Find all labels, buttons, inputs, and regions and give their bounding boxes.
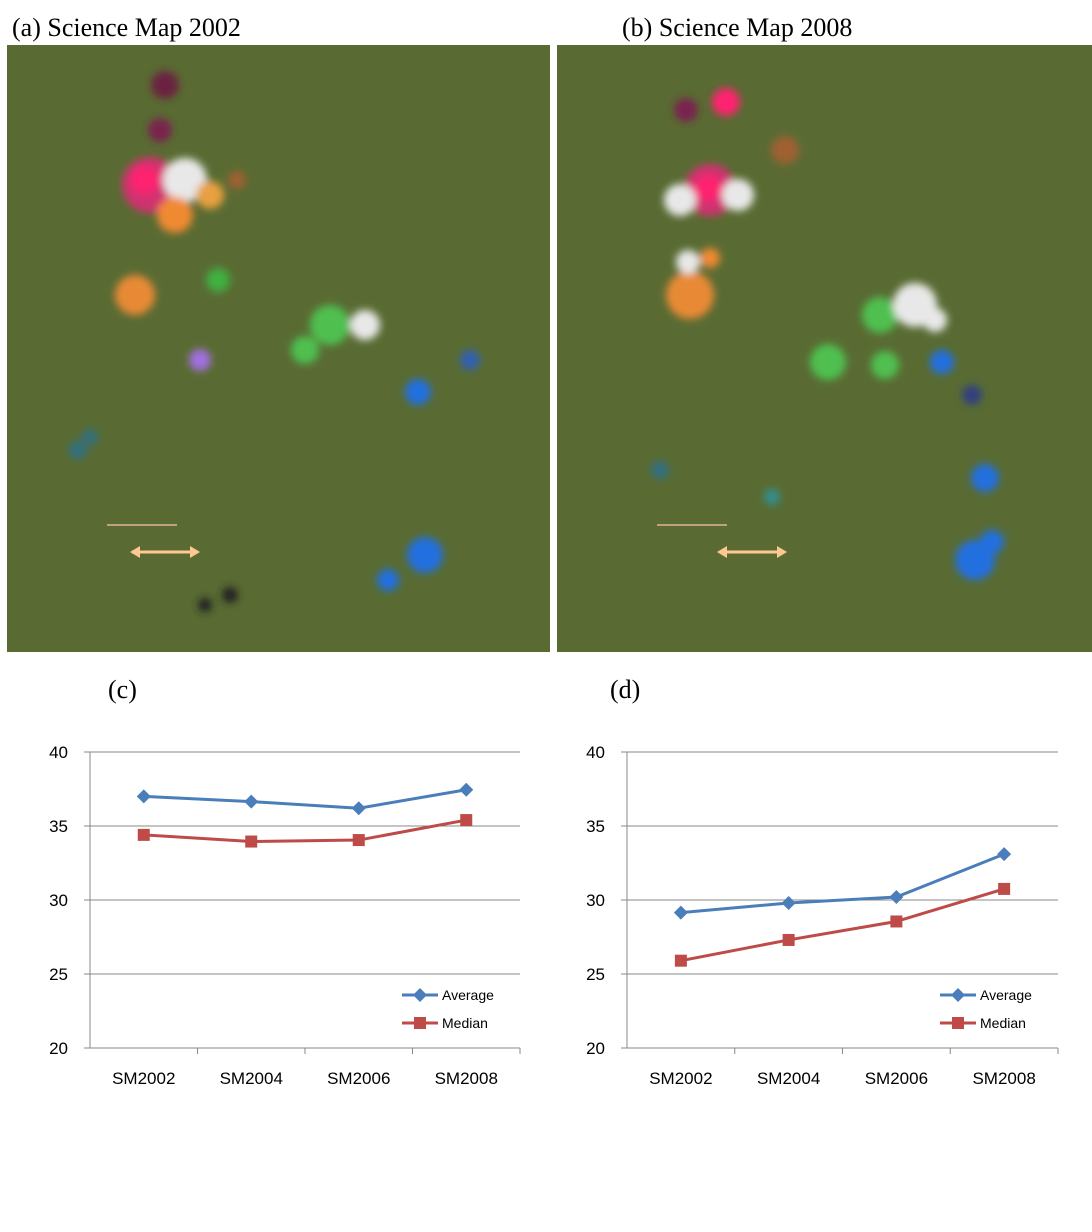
science-map: [7, 45, 550, 652]
y-tick-label: 20: [586, 1039, 605, 1058]
x-tick-label: SM2004: [220, 1069, 283, 1088]
chart-title: (c): [108, 675, 137, 704]
marker: [351, 801, 366, 816]
marker: [781, 895, 796, 910]
marker: [414, 1017, 426, 1029]
y-tick-label: 35: [49, 817, 68, 836]
y-tick-label: 35: [586, 817, 605, 836]
y-tick-label: 30: [586, 891, 605, 910]
x-tick-label: SM2004: [757, 1069, 820, 1088]
marker: [951, 988, 965, 1002]
line: [680, 887, 1005, 963]
marker: [137, 828, 150, 841]
map-title: (b) Science Map 2008: [622, 13, 852, 42]
marker: [890, 915, 903, 928]
science-map: [557, 45, 1092, 652]
legend-label: Average: [980, 987, 1032, 1003]
marker: [459, 782, 474, 797]
y-tick-label: 40: [49, 743, 68, 762]
marker: [673, 905, 688, 920]
marker: [413, 988, 427, 1002]
marker: [352, 834, 365, 847]
chart-title: (d): [610, 675, 640, 704]
marker: [244, 794, 259, 809]
marker: [782, 933, 795, 946]
x-tick-label: SM2006: [327, 1069, 390, 1088]
marker: [136, 789, 151, 804]
y-tick-label: 25: [49, 965, 68, 984]
legend-label: Median: [980, 1015, 1026, 1031]
x-tick-label: SM2008: [435, 1069, 498, 1088]
line: [143, 788, 467, 810]
y-tick-label: 30: [49, 891, 68, 910]
line: [680, 852, 1005, 915]
x-tick-label: SM2008: [972, 1069, 1035, 1088]
y-tick-label: 20: [49, 1039, 68, 1058]
marker: [245, 835, 258, 848]
map-title: (a) Science Map 2002: [12, 13, 241, 42]
x-tick-label: SM2006: [865, 1069, 928, 1088]
y-tick-label: 40: [586, 743, 605, 762]
x-tick-label: SM2002: [649, 1069, 712, 1088]
marker: [889, 890, 904, 905]
y-tick-label: 25: [586, 965, 605, 984]
marker: [674, 954, 687, 967]
marker: [952, 1017, 964, 1029]
marker: [998, 882, 1011, 895]
marker: [460, 814, 473, 827]
line: [143, 818, 467, 844]
x-tick-label: SM2002: [112, 1069, 175, 1088]
legend-label: Median: [442, 1015, 488, 1031]
marker: [997, 847, 1012, 862]
legend-label: Average: [442, 987, 494, 1003]
